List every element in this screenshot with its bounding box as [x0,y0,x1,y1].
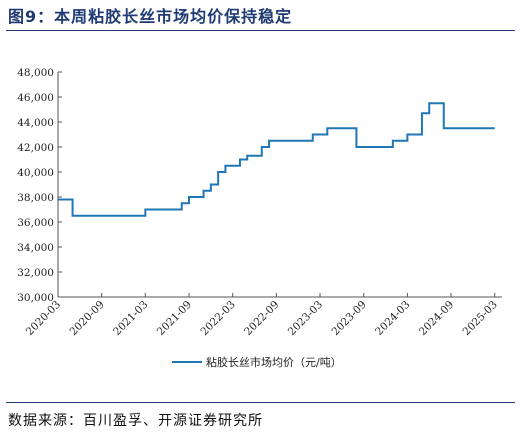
figure-title: 图9：本周粘胶长丝市场均价保持稳定 [8,7,293,26]
y-tick-label: 44,000 [17,117,54,129]
x-tick-label: 2020-03 [24,299,63,338]
x-tick-label: 2021-03 [111,299,150,338]
x-tick-label: 2023-09 [329,299,368,338]
y-tick-label: 48,000 [17,67,54,79]
source-note: 数据来源：百川盈孚、开源证券研究所 [8,413,263,429]
y-axis: 30,000 32,000 34,000 36,000 38,000 40,000 42,0… [17,67,62,304]
y-tick-label: 36,000 [17,217,54,229]
legend: 粘胶长丝市场均价（元/吨） [172,355,342,369]
legend-label: 粘胶长丝市场均价（元/吨） [206,355,342,369]
y-tick-label: 32,000 [17,267,54,279]
y-tick-label: 40,000 [17,167,54,179]
series-line [58,102,495,217]
x-tick-label: 2024-03 [373,299,412,338]
y-tick-label: 38,000 [17,192,54,204]
y-tick-label: 46,000 [17,92,54,104]
x-tick-label: 2020-09 [67,299,106,338]
top-rule [6,30,515,31]
x-tick-label: 2024-09 [417,299,456,338]
x-tick-label: 2025-03 [460,299,499,338]
x-tick-label: 2023-03 [286,299,325,338]
y-tick-label: 42,000 [17,142,54,154]
bottom-rule [6,402,515,403]
y-tick-label: 30,000 [17,292,54,304]
x-tick-label: 2022-03 [198,299,237,338]
x-tick-label: 2022-09 [242,299,281,338]
x-tick-label: 2021-09 [155,299,194,338]
line-chart: 30,000 32,000 34,000 36,000 38,000 40,000 42,0… [17,67,502,369]
y-tick-label: 34,000 [17,242,54,254]
plot-area [58,102,495,217]
x-axis: 2020-03 2020-09 2021-03 2021-09 2022-03 2022-… [24,293,502,338]
